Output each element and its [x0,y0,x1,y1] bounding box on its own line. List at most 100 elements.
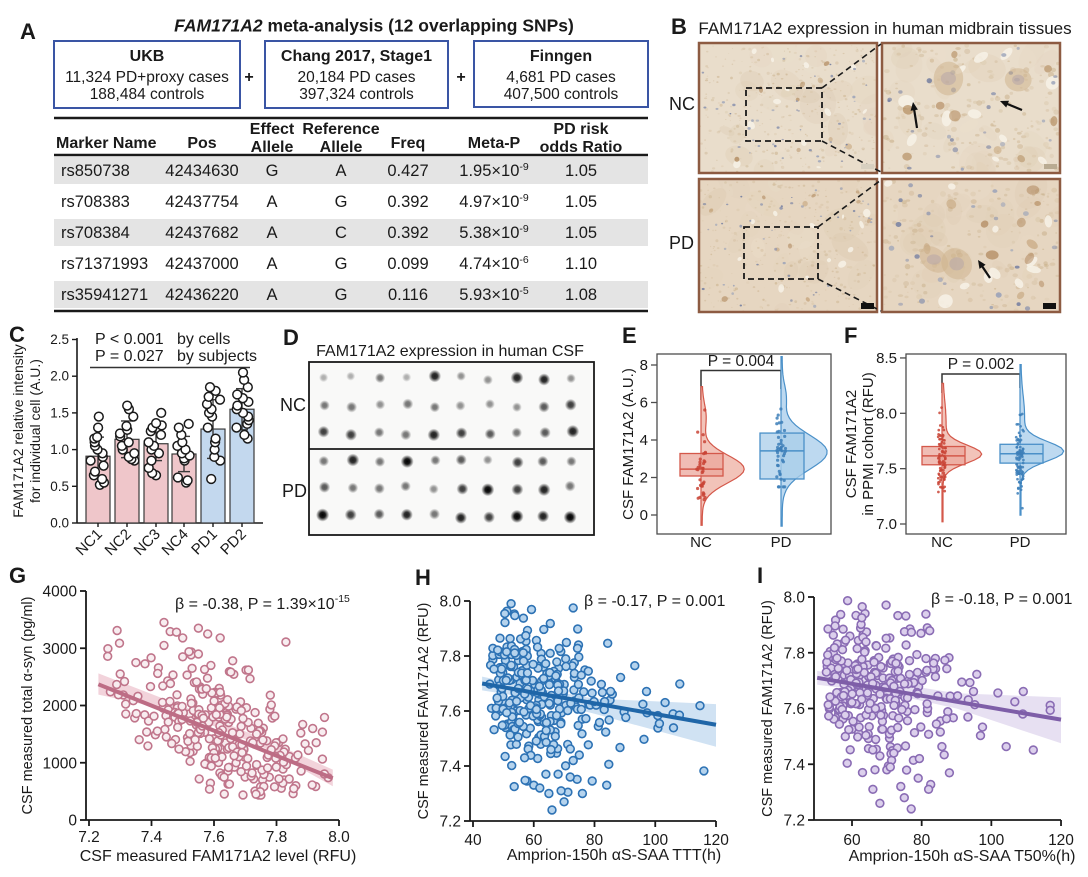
svg-text:40: 40 [464,832,482,849]
svg-text:0.0: 0.0 [50,516,69,531]
svg-text:7.2: 7.2 [78,829,100,846]
svg-text:188,484 controls: 188,484 controls [90,86,205,103]
svg-text:in PPMI cohort (RFU): in PPMI cohort (RFU) [860,372,877,515]
svg-text:by subjects: by subjects [177,348,257,365]
svg-text:UKB: UKB [130,48,165,65]
svg-text:H: H [415,565,431,590]
svg-text:A: A [266,224,277,242]
svg-text:1.0: 1.0 [50,442,69,457]
svg-text:β = -0.17, P = 0.001: β = -0.17, P = 0.001 [584,593,726,610]
svg-text:60: 60 [525,832,543,849]
svg-text:Pos: Pos [187,135,216,152]
svg-text:P = 0.004: P = 0.004 [708,353,775,370]
svg-text:0.099: 0.099 [387,255,428,273]
svg-text:Amprion-150h αS-SAA T50%(h): Amprion-150h αS-SAA T50%(h) [849,848,1076,865]
svg-text:2: 2 [640,470,648,487]
svg-text:Chang 2017, Stage1: Chang 2017, Stage1 [281,48,432,65]
svg-text:4000: 4000 [43,584,78,601]
svg-text:7.8: 7.8 [439,649,461,666]
svg-text:CSF FAM171A2 (A.U.): CSF FAM171A2 (A.U.) [620,368,637,520]
svg-text:Allele: Allele [320,139,363,156]
svg-text:7.8: 7.8 [266,829,288,846]
svg-text:C: C [9,322,25,347]
svg-text:Allele: Allele [251,139,294,156]
svg-text:NC: NC [669,94,695,114]
svg-text:4.97×10-9: 4.97×10-9 [459,192,529,211]
svg-text:FAM171A2 expression in human C: FAM171A2 expression in human CSF [316,343,584,360]
svg-text:100: 100 [978,832,1004,849]
svg-text:7.2: 7.2 [439,814,461,831]
svg-text:NC4: NC4 [159,526,192,559]
svg-text:7.6: 7.6 [439,704,461,721]
svg-text:7.6: 7.6 [203,829,225,846]
svg-text:NC: NC [690,534,712,551]
svg-text:PD: PD [282,481,307,501]
svg-text:42436220: 42436220 [165,286,238,304]
svg-text:I: I [757,563,763,588]
svg-text:A: A [266,193,277,211]
svg-text:Meta-P: Meta-P [468,135,521,152]
svg-text:42437000: 42437000 [165,255,238,273]
svg-text:odds Ratio: odds Ratio [540,139,623,156]
svg-text:Amprion-150h αS-SAA TTT(h): Amprion-150h αS-SAA TTT(h) [507,847,721,864]
svg-text:P < 0.001: P < 0.001 [95,331,164,348]
svg-text:5.93×10-5: 5.93×10-5 [459,285,529,304]
svg-text:β = -0.38, P = 1.39×10-15: β = -0.38, P = 1.39×10-15 [175,593,350,613]
svg-text:rs71371993: rs71371993 [61,255,148,273]
svg-text:2.0: 2.0 [50,369,69,384]
svg-text:+: + [456,69,465,86]
svg-text:G: G [335,193,348,211]
svg-text:+: + [244,69,253,86]
svg-text:G: G [266,162,279,180]
svg-text:5.38×10-9: 5.38×10-9 [459,223,529,242]
svg-text:G: G [9,563,26,588]
svg-text:1.05: 1.05 [565,224,597,242]
svg-text:8.0: 8.0 [439,594,461,611]
svg-text:CSF FAM171A2: CSF FAM171A2 [843,390,860,498]
svg-text:P = 0.002: P = 0.002 [948,356,1015,373]
svg-text:Reference: Reference [302,121,379,138]
svg-text:7.5: 7.5 [876,461,897,478]
svg-text:0.5: 0.5 [50,479,69,494]
svg-text:3000: 3000 [43,641,78,658]
svg-text:8.0: 8.0 [783,590,805,607]
svg-text:E: E [622,323,637,348]
svg-text:80: 80 [913,832,931,849]
svg-text:1.10: 1.10 [565,255,597,273]
svg-text:1.08: 1.08 [565,286,597,304]
svg-text:β = -0.18, P = 0.001: β = -0.18, P = 0.001 [931,591,1073,608]
svg-text:8: 8 [640,357,648,374]
svg-text:A: A [20,19,36,44]
svg-text:rs708383: rs708383 [61,193,130,211]
svg-text:rs708384: rs708384 [61,224,130,242]
svg-text:7.8: 7.8 [783,645,805,662]
svg-text:7.6: 7.6 [783,701,805,718]
svg-text:1000: 1000 [43,755,78,772]
svg-text:PD1: PD1 [188,526,221,559]
svg-text:rs850738: rs850738 [61,162,130,180]
svg-text:397,324 controls: 397,324 controls [299,86,414,103]
svg-text:7.4: 7.4 [783,757,805,774]
svg-text:for individual cell (A.U.): for individual cell (A.U.) [27,359,43,503]
svg-text:Freq: Freq [391,135,426,152]
svg-text:1.05: 1.05 [565,162,597,180]
svg-text:42434630: 42434630 [165,162,238,180]
svg-text:PD risk: PD risk [553,121,608,138]
svg-text:NC1: NC1 [73,526,106,559]
svg-text:8.0: 8.0 [876,405,897,422]
svg-text:4: 4 [640,432,648,449]
svg-text:FAM171A2 relative intensity: FAM171A2 relative intensity [10,344,26,518]
svg-text:120: 120 [1048,832,1074,849]
svg-text:0.116: 0.116 [388,286,428,304]
svg-text:42437754: 42437754 [165,193,238,211]
svg-text:8.0: 8.0 [328,829,350,846]
svg-text:F: F [844,323,857,348]
svg-text:1.95×10-9: 1.95×10-9 [459,161,529,180]
svg-text:1.05: 1.05 [565,193,597,211]
svg-text:FAM171A2 expression in human m: FAM171A2 expression in human midbrain ti… [698,19,1071,38]
svg-text:11,324 PD+proxy cases: 11,324 PD+proxy cases [65,69,229,86]
svg-text:CSF measured FAM171A2 (RFU): CSF measured FAM171A2 (RFU) [760,600,776,817]
svg-text:FAM171A2 meta-analysis (12 ove: FAM171A2 meta-analysis (12 overlapping S… [174,16,574,36]
svg-text:0: 0 [68,813,77,830]
svg-text:2.5: 2.5 [50,332,69,347]
